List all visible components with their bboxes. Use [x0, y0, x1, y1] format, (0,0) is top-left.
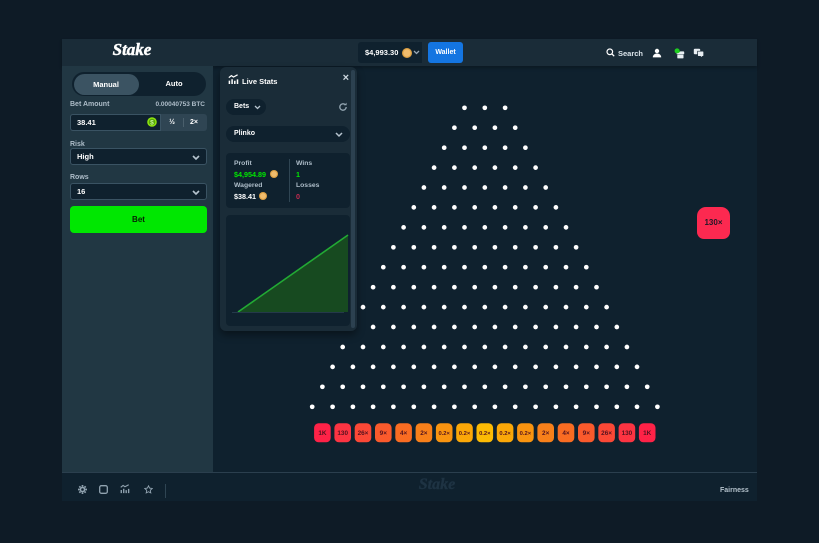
svg-text:0.2×: 0.2×: [520, 431, 532, 437]
svg-text:1K: 1K: [643, 430, 652, 437]
svg-text:9×: 9×: [583, 430, 591, 437]
svg-text:2×: 2×: [420, 430, 428, 437]
svg-text:4×: 4×: [562, 430, 570, 437]
svg-text:4×: 4×: [400, 430, 408, 437]
svg-text:2×: 2×: [542, 430, 550, 437]
svg-text:0.2×: 0.2×: [479, 431, 491, 437]
svg-text:26×: 26×: [358, 430, 369, 437]
svg-text:26×: 26×: [601, 430, 612, 437]
svg-text:0.2×: 0.2×: [499, 431, 511, 437]
svg-text:$: $: [150, 120, 154, 127]
svg-text:1K: 1K: [318, 430, 327, 437]
svg-text:130: 130: [622, 430, 633, 437]
svg-text:0.2×: 0.2×: [438, 431, 450, 437]
svg-text:9×: 9×: [380, 430, 388, 437]
svg-text:130: 130: [337, 430, 348, 437]
svg-text:0.2×: 0.2×: [459, 431, 471, 437]
